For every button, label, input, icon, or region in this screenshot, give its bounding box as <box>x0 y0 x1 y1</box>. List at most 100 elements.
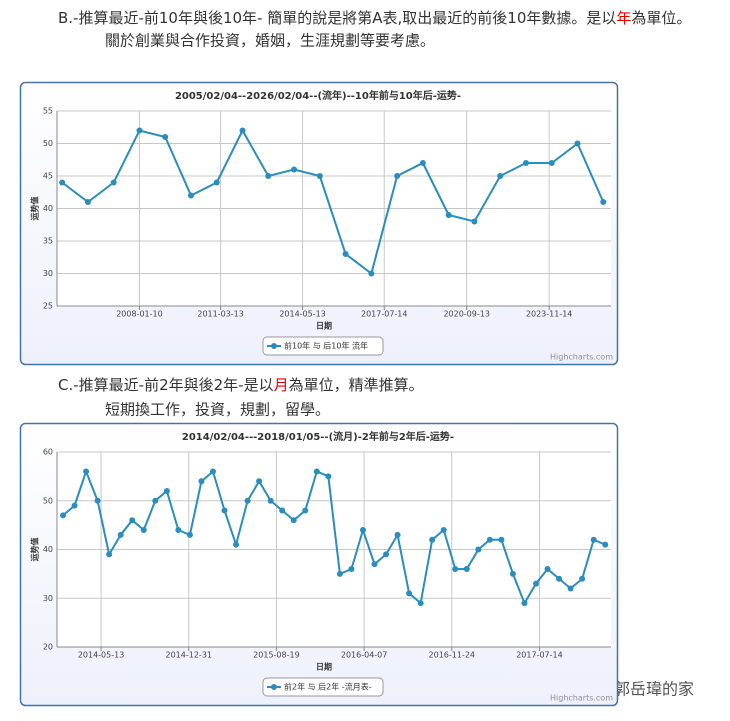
data-point <box>110 179 117 186</box>
data-point <box>140 527 147 533</box>
data-point <box>486 536 493 543</box>
data-point <box>233 541 240 548</box>
data-point <box>302 507 309 514</box>
data-point <box>162 134 169 140</box>
legend-label: 前2年 与 后2年 -流月表- <box>284 682 372 692</box>
y-tick-label: 45 <box>43 172 53 181</box>
y-tick-label: 40 <box>43 545 53 554</box>
legend-label: 前10年 与 后10年 流年 <box>284 341 368 351</box>
data-point <box>265 173 272 179</box>
data-point <box>187 192 194 199</box>
paragraph-line: B.-推算最近-前10年與後10年- 簡單的說是將第A表,取出最近的前後10年數… <box>58 9 691 27</box>
legend-symbol <box>271 343 277 349</box>
data-point <box>291 166 298 173</box>
paragraph-line: 短期換工作，投資，規劃，留學。 <box>105 401 330 419</box>
highlight: 年 <box>616 9 631 27</box>
data-point <box>498 536 505 543</box>
data-point <box>136 127 143 134</box>
data-point <box>209 468 216 475</box>
data-point <box>417 600 424 607</box>
data-point <box>463 566 470 572</box>
data-point <box>383 551 390 558</box>
data-point <box>509 570 516 577</box>
data-point <box>548 160 555 166</box>
data-point <box>440 527 447 533</box>
chart: 2014/02/04---2018/01/05--(流月)-2年前与2年后-运势… <box>19 422 619 707</box>
data-point <box>600 199 607 205</box>
text-run: B.-推算最近-前10年與後10年- 簡單的說是將第A表,取出最近的前後10年數… <box>58 9 616 27</box>
data-point <box>336 570 343 577</box>
x-tick-label: 2016-04-07 <box>341 651 388 660</box>
y-axis-title: 运势值 <box>30 538 40 562</box>
data-point <box>175 527 182 533</box>
data-point <box>84 199 91 205</box>
paragraph-line: C.-推算最近-前2年與後2年-是以月為單位，精準推算。 <box>58 376 424 394</box>
data-point <box>445 212 452 218</box>
data-point <box>59 512 66 519</box>
x-tick-label: 2017-07-14 <box>516 651 563 660</box>
data-point <box>348 566 355 572</box>
x-tick-label: 2016-11-24 <box>429 651 476 660</box>
data-point <box>342 251 349 257</box>
legend-box <box>262 336 384 356</box>
x-tick-label: 2014-05-13 <box>78 651 125 660</box>
data-point <box>94 497 101 504</box>
data-point <box>497 173 504 179</box>
data-point <box>213 179 220 186</box>
data-point <box>198 478 205 485</box>
y-tick-label: 35 <box>43 237 53 246</box>
legend-symbol <box>271 684 277 690</box>
y-tick-label: 30 <box>43 594 53 603</box>
data-point <box>368 270 375 277</box>
y-tick-label: 30 <box>43 269 53 278</box>
x-tick-label: 2020-09-13 <box>443 310 490 319</box>
data-point <box>429 536 436 543</box>
data-point <box>71 502 78 509</box>
data-point <box>371 561 378 568</box>
x-tick-label: 2008-01-10 <box>116 310 163 319</box>
data-point <box>556 575 563 582</box>
data-point <box>279 507 286 514</box>
credit: Highcharts.com <box>550 353 613 362</box>
data-point <box>316 173 323 179</box>
y-axis-title: 运势值 <box>30 197 40 221</box>
data-point <box>521 600 528 607</box>
y-tick-label: 50 <box>43 496 53 505</box>
data-point <box>419 160 426 166</box>
data-point <box>406 590 413 597</box>
data-point <box>152 497 159 504</box>
text-run: 為單位。 <box>631 9 691 27</box>
data-point <box>471 218 478 225</box>
highlight: 月 <box>274 376 289 394</box>
data-point <box>256 478 263 485</box>
data-point <box>394 531 401 538</box>
data-point <box>129 517 136 524</box>
data-point <box>267 497 274 504</box>
x-tick-label: 2014-05-13 <box>279 310 326 319</box>
text-run: C.-推算最近-前2年與後2年-是以 <box>58 376 274 394</box>
x-axis-title: 日期 <box>316 321 332 331</box>
x-tick-label: 2017-07-14 <box>361 310 408 319</box>
chart-title: 2005/02/04--2026/02/04--(流年)--10年前与10年后-… <box>175 89 461 102</box>
y-tick-label: 40 <box>43 204 53 213</box>
data-point <box>579 575 586 582</box>
x-tick-label: 2015-08-19 <box>253 651 300 660</box>
chart-title: 2014/02/04---2018/01/05--(流月)-2年前与2年后-运势… <box>182 430 454 443</box>
data-point <box>359 527 366 533</box>
data-point <box>83 468 90 475</box>
data-point <box>602 541 609 548</box>
y-tick-label: 25 <box>43 302 53 311</box>
data-point <box>567 585 574 592</box>
y-tick-label: 20 <box>43 643 53 652</box>
data-point <box>574 140 581 147</box>
x-axis-title: 日期 <box>316 662 332 672</box>
data-point <box>117 531 124 538</box>
data-point <box>544 566 551 572</box>
data-point <box>106 551 113 558</box>
data-point <box>59 179 66 186</box>
data-point <box>163 488 170 494</box>
data-line <box>62 468 606 606</box>
paragraph-line: 關於創業與合作投資，婚姻，生涯規劃等要考慮。 <box>105 32 435 50</box>
